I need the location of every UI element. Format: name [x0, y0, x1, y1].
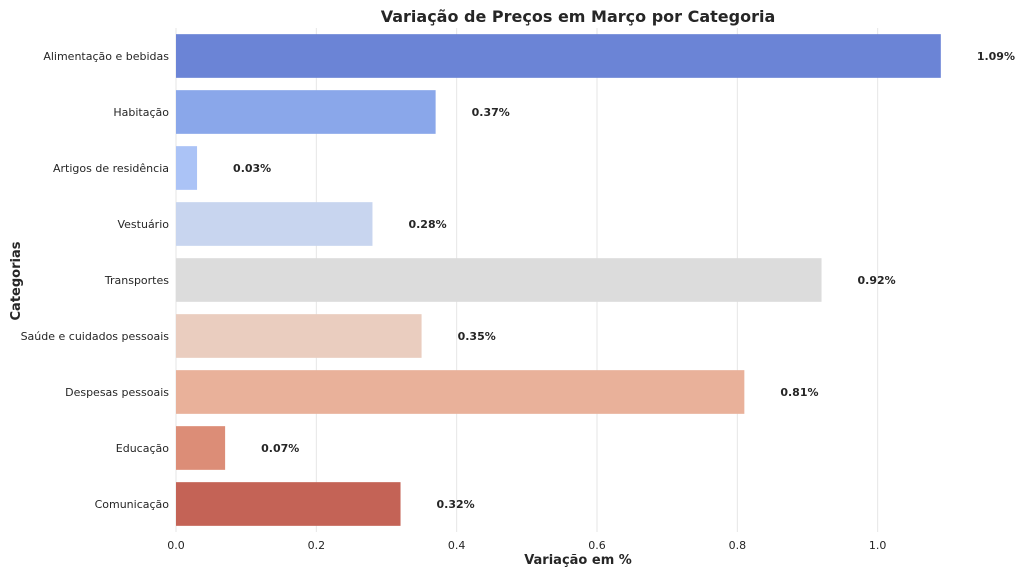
- bar: [176, 482, 401, 526]
- y-tick-label: Saúde e cuidados pessoais: [21, 330, 170, 343]
- data-label: 0.28%: [408, 218, 446, 231]
- x-tick-label: 0.2: [308, 539, 326, 552]
- bar: [176, 426, 226, 470]
- y-tick-label: Despesas pessoais: [65, 386, 169, 399]
- y-tick-label: Habitação: [113, 106, 169, 119]
- y-tick-label: Alimentação e bebidas: [43, 50, 169, 63]
- x-axis-label: Variação em %: [524, 553, 632, 568]
- x-tick-label: 0.6: [588, 539, 606, 552]
- data-labels: 1.09% 0.37% 0.03% 0.28% 0.92% 0.35% 0.81% 0.07%…: [233, 50, 1015, 511]
- bars: [176, 34, 941, 526]
- data-label: 0.07%: [261, 442, 299, 455]
- y-tick-labels: Alimentação e bebidas Habitação Artigos de…: [21, 50, 170, 511]
- bar: [176, 90, 436, 134]
- y-tick-label: Artigos de residência: [53, 162, 169, 175]
- data-label: 0.32%: [437, 498, 475, 511]
- data-label: 0.03%: [233, 162, 271, 175]
- y-tick-label: Vestuário: [117, 218, 169, 231]
- y-tick-label: Comunicação: [95, 498, 170, 511]
- x-tick-label: 0.8: [729, 539, 747, 552]
- x-tick-labels: 0.0 0.2 0.4 0.6 0.8 1.0: [167, 539, 886, 552]
- bar: [176, 202, 373, 246]
- bar: [176, 146, 198, 190]
- data-label: 0.81%: [780, 386, 818, 399]
- data-label: 0.92%: [858, 274, 896, 287]
- x-tick-label: 1.0: [869, 539, 887, 552]
- x-tick-label: 0.0: [167, 539, 185, 552]
- y-axis-label: Categorias: [9, 241, 24, 320]
- data-label: 0.37%: [472, 106, 510, 119]
- bar: [176, 34, 941, 78]
- y-tick-label: Educação: [116, 442, 169, 455]
- bar: [176, 370, 745, 414]
- data-label: 0.35%: [458, 330, 496, 343]
- bar: [176, 258, 822, 302]
- bar: [176, 314, 422, 358]
- y-tick-label: Transportes: [104, 274, 169, 287]
- chart-title: Variação de Preços em Março por Categori…: [381, 7, 776, 26]
- data-label: 1.09%: [977, 50, 1015, 63]
- x-tick-label: 0.4: [448, 539, 466, 552]
